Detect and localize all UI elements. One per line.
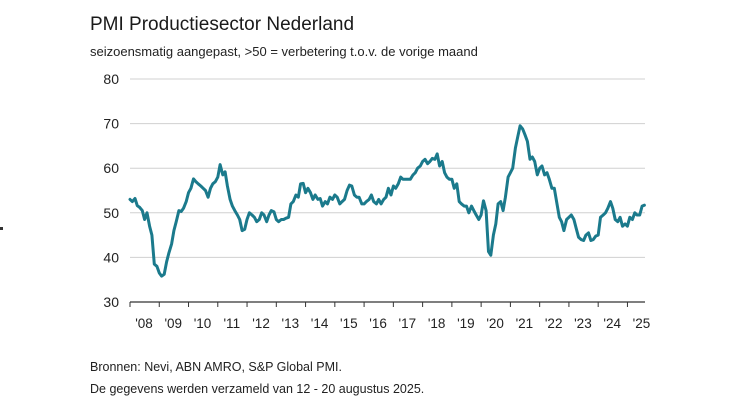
chart-title: PMI Productiesector Nederland (90, 14, 355, 35)
x-tick-label: '10 (194, 316, 212, 331)
sources-note: Bronnen: Nevi, ABN AMRO, S&P Global PMI. (90, 360, 342, 374)
x-tick-label: '17 (399, 316, 417, 331)
x-tick-label: '25 (633, 316, 651, 331)
y-tick-label: 40 (103, 249, 119, 265)
chart-subtitle: seizoensmatig aangepast, >50 = verbeteri… (90, 44, 478, 59)
x-axis: '08 '09 '10 '11 '12 '13 '14 '15 '16 '17 '18 '19 '20 '… (129, 301, 651, 331)
pmi-line-chart: 30 40 50 60 70 80 '08 '09 '10 '11 '12 '13 '14 '15 '16… (103, 71, 651, 331)
x-tick-label: '24 (603, 316, 621, 331)
x-tick-label: '16 (369, 316, 387, 331)
grid-lines (130, 78, 645, 258)
x-tick-label: '21 (516, 316, 534, 331)
x-tick-label: '22 (545, 316, 563, 331)
x-tick-label: '18 (428, 316, 446, 331)
x-tick-label: '20 (486, 316, 504, 331)
series-line-pmi (128, 124, 646, 278)
x-tick-label: '08 (135, 316, 153, 331)
collection-note: De gegevens werden verzameld van 12 - 20… (90, 382, 425, 396)
x-tick-label: '09 (164, 316, 182, 331)
x-tick-label: '13 (282, 316, 300, 331)
x-tick-label: '14 (311, 316, 329, 331)
x-tick-label: '11 (223, 316, 240, 331)
y-tick-label: 50 (103, 205, 119, 221)
stray-marker (0, 227, 3, 230)
series-layer (128, 124, 646, 278)
y-axis-tick-labels: 30 40 50 60 70 80 (103, 71, 119, 310)
y-tick-label: 80 (103, 71, 119, 87)
x-tick-label: '19 (457, 316, 475, 331)
y-tick-label: 60 (103, 160, 119, 176)
x-tick-label: '12 (252, 316, 270, 331)
x-tick-label: '15 (340, 316, 358, 331)
y-tick-label: 70 (103, 116, 119, 132)
y-tick-label: 30 (103, 294, 119, 310)
x-tick-label: '23 (574, 316, 592, 331)
